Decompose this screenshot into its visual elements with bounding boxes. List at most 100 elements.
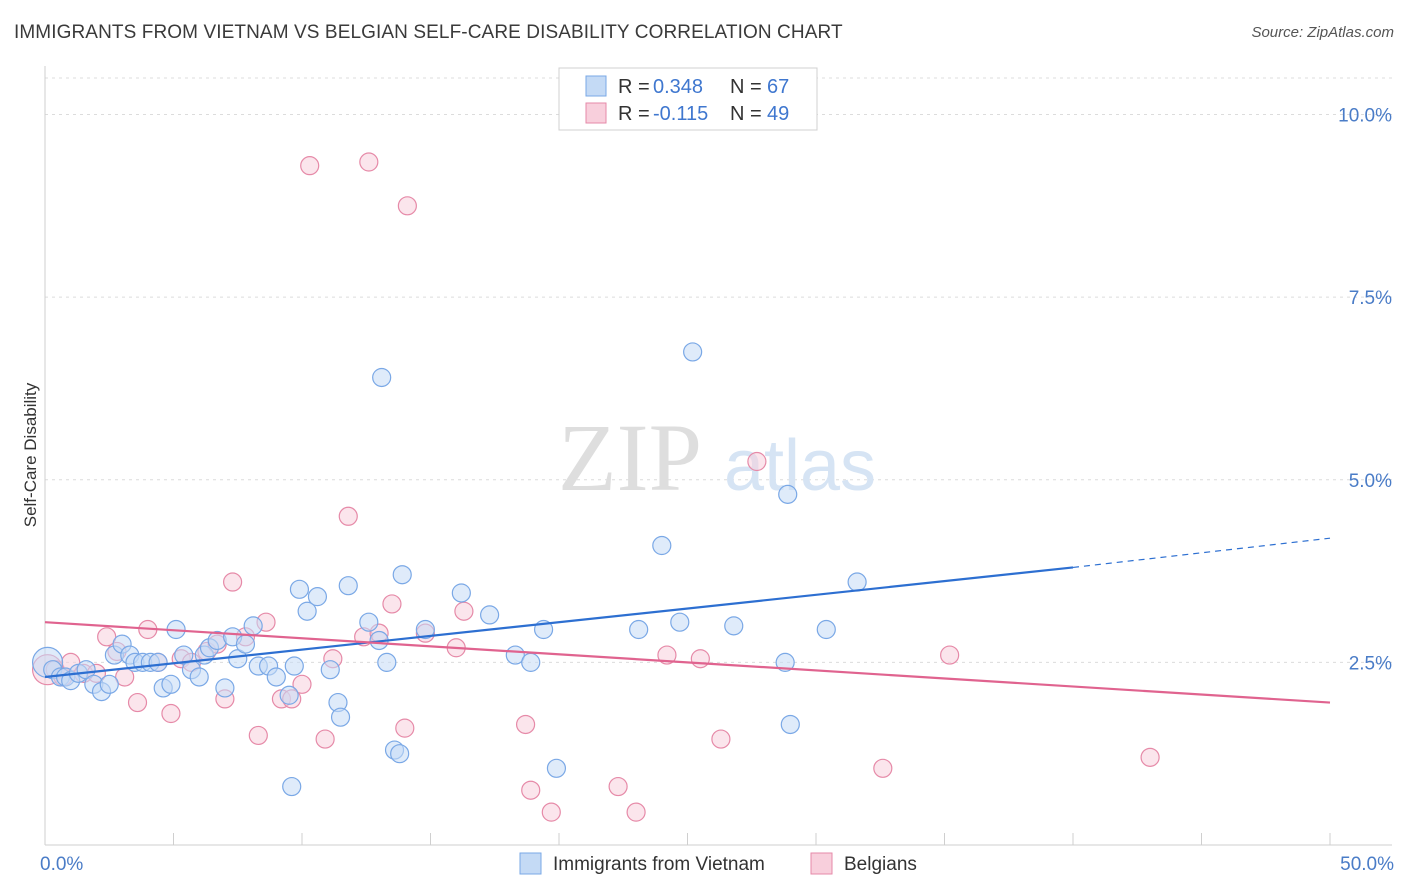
point-vietnam-40: [320, 660, 340, 680]
y-tick-label-1: 5.0%: [1349, 471, 1392, 492]
y-axis-label: Self-Care Disability: [21, 382, 40, 527]
legend-r-label-1: R =: [618, 76, 650, 98]
point-belgians-47: [873, 758, 893, 778]
point-vietnam-67: [847, 572, 867, 592]
point-belgians-12: [161, 703, 181, 724]
point-vietnam-38: [297, 601, 317, 621]
point-belgians-40: [541, 802, 561, 822]
point-vietnam-60: [670, 612, 690, 632]
trend-lines: [44, 537, 1331, 704]
point-vietnam-33: [266, 667, 286, 687]
point-vietnam-63: [775, 652, 795, 672]
watermark-zip: ZIP: [558, 404, 702, 511]
bottom-legend-swatch-belgians: [810, 852, 833, 875]
y-tick-label-0: 2.5%: [1349, 653, 1392, 674]
point-belgians-24: [292, 674, 312, 694]
point-vietnam-49: [390, 744, 410, 764]
point-belgians-6: [97, 627, 117, 647]
point-belgians-28: [338, 506, 358, 526]
point-belgians-44: [690, 649, 710, 669]
point-belgians-38: [515, 714, 536, 735]
point-belgians-42: [626, 802, 646, 822]
trend-line-vietnam: [44, 566, 1074, 679]
x-tick-label-0: 0.0%: [40, 854, 83, 875]
legend-r-value-2: -0.115: [653, 103, 708, 125]
legend-n-value-1: 67: [767, 76, 789, 98]
point-vietnam-43: [338, 576, 358, 596]
point-belgians-45: [711, 729, 731, 749]
legend-n-label-1: N =: [730, 76, 762, 98]
point-vietnam-34: [279, 685, 299, 705]
point-vietnam-36: [284, 656, 304, 676]
point-vietnam-64: [778, 484, 798, 504]
point-vietnam-22: [189, 667, 209, 687]
point-belgians-25: [300, 156, 320, 176]
point-vietnam-44: [359, 612, 379, 632]
point-belgians-20: [248, 725, 268, 746]
point-vietnam-18: [161, 674, 181, 694]
legend-n-label-2: N =: [730, 103, 762, 125]
chart-source: Source: ZipAtlas.com: [1251, 24, 1394, 41]
point-vietnam-37: [289, 579, 310, 599]
point-belgians-26: [315, 729, 335, 749]
point-vietnam-29: [235, 634, 256, 654]
point-vietnam-57: [546, 758, 567, 778]
bottom-legend-swatch-vietnam: [519, 852, 542, 875]
bottom-legend: Immigrants from Vietnam Belgians: [519, 852, 917, 875]
point-belgians-43: [657, 645, 677, 665]
bottom-legend-label-belgians: Belgians: [844, 854, 917, 875]
point-vietnam-26: [215, 678, 235, 698]
point-vietnam-35: [282, 776, 302, 797]
point-belgians-34: [397, 196, 417, 216]
tick-labels: 2.5% 5.0% 7.5% 10.0% 0.0% 50.0%: [40, 106, 1394, 875]
point-belgians-48: [940, 645, 960, 665]
y-tick-label-2: 7.5%: [1349, 288, 1392, 309]
x-tick-label-1: 50.0%: [1340, 854, 1394, 875]
point-vietnam-30: [243, 616, 263, 636]
point-belgians-9: [127, 692, 148, 713]
grid-lines: [45, 77, 1392, 663]
legend-r-label-2: R =: [618, 103, 650, 125]
watermark: ZIP atlas: [558, 404, 876, 511]
point-vietnam-59: [652, 535, 672, 556]
legend-n-value-2: 49: [767, 103, 789, 125]
bottom-legend-label-vietnam: Immigrants from Vietnam: [553, 854, 765, 875]
series-vietnam: [31, 342, 867, 797]
point-vietnam-52: [451, 583, 471, 603]
point-vietnam-61: [683, 342, 703, 362]
point-vietnam-46: [372, 367, 392, 388]
point-vietnam-55: [521, 652, 541, 672]
watermark-atlas: atlas: [724, 426, 876, 506]
legend-swatch-belgians: [585, 102, 607, 124]
point-belgians-32: [382, 594, 402, 614]
y-tick-label-3: 10.0%: [1338, 106, 1392, 127]
point-belgians-30: [359, 152, 379, 172]
point-belgians-37: [454, 601, 474, 621]
trend-line-vietnam-extrapolated: [1072, 537, 1331, 569]
point-vietnam-39: [307, 587, 328, 607]
trend-line-belgians: [44, 621, 1331, 704]
point-vietnam-50: [392, 565, 412, 585]
axes: [44, 66, 1392, 846]
point-vietnam-42: [330, 707, 351, 727]
legend-r-value-1: 0.348: [653, 76, 703, 98]
legend-box: R = 0.348 N = 67 R = -0.115 N = 49: [558, 67, 818, 131]
point-vietnam-58: [629, 619, 649, 640]
point-vietnam-16: [148, 652, 168, 672]
chart-title: IMMIGRANTS FROM VIETNAM VS BELGIAN SELF-…: [14, 22, 843, 43]
point-vietnam-65: [780, 714, 800, 735]
point-vietnam-53: [480, 605, 500, 625]
point-vietnam-51: [415, 619, 435, 640]
point-belgians-41: [608, 776, 628, 797]
point-vietnam-66: [816, 619, 836, 640]
point-belgians-39: [521, 780, 541, 800]
point-vietnam-9: [99, 674, 119, 694]
point-belgians-33: [395, 718, 415, 738]
point-vietnam-62: [724, 616, 744, 636]
point-vietnam-47: [377, 652, 397, 672]
legend-swatch-vietnam: [585, 75, 607, 97]
point-belgians-46: [747, 451, 767, 472]
point-belgians-49: [1140, 747, 1160, 767]
point-belgians-18: [223, 572, 243, 592]
